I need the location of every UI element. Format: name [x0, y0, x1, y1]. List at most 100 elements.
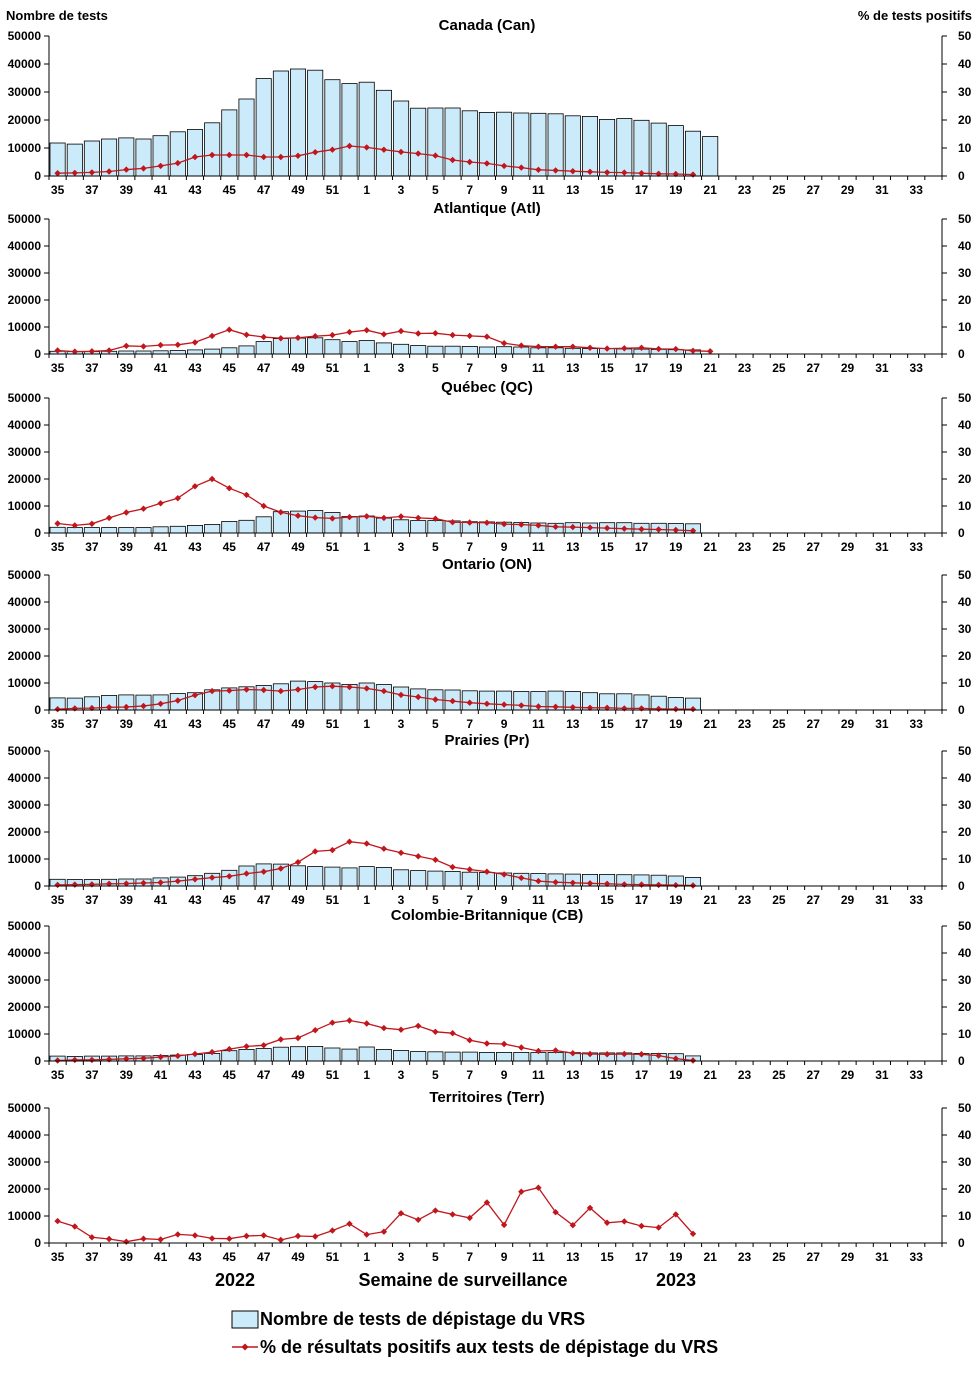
y-tick-label-left: 10000	[8, 852, 42, 866]
positivity-point	[88, 348, 96, 355]
positivity-point	[174, 341, 181, 348]
x-tick-label: 41	[154, 1250, 168, 1264]
x-tick-label: 49	[291, 1068, 305, 1082]
x-tick-label: 9	[501, 717, 508, 731]
x-tick-label: 33	[910, 1068, 924, 1082]
x-tick-label: 51	[326, 183, 340, 197]
test-bar	[393, 1050, 410, 1062]
positivity-point	[174, 1052, 181, 1060]
positivity-point	[174, 697, 181, 704]
test-bar	[650, 122, 667, 177]
positivity-point	[621, 525, 628, 532]
y-tick-label-right: 20	[958, 293, 972, 307]
y-tick-label-right: 20	[958, 1182, 972, 1196]
y-tick-label-right: 40	[958, 771, 972, 785]
positivity-point	[346, 328, 353, 336]
positivity-point	[54, 706, 61, 713]
positivity-point	[260, 686, 267, 694]
x-tick-label: 13	[566, 540, 580, 554]
y-tick-label-left: 10000	[8, 499, 42, 513]
positivity-point	[518, 521, 525, 528]
test-bar	[461, 345, 478, 355]
positivity-point	[329, 1227, 336, 1234]
test-bar	[324, 866, 341, 887]
x-tick-label: 33	[910, 893, 924, 907]
positivity-point	[672, 526, 679, 534]
year-2022-label: 2022	[215, 1270, 255, 1290]
test-bar	[375, 867, 392, 887]
test-bar	[83, 527, 100, 534]
y-tick-label-right: 50	[958, 1101, 972, 1115]
x-tick-label: 47	[257, 1068, 271, 1082]
test-bar	[341, 1048, 358, 1062]
positivity-point	[140, 879, 147, 887]
positivity-point	[689, 1230, 697, 1237]
positivity-point	[552, 879, 559, 886]
positivity-point	[500, 520, 508, 528]
positivity-point	[655, 1052, 662, 1059]
y-tick-label-right: 50	[958, 391, 972, 405]
x-tick-label: 35	[51, 540, 65, 554]
positivity-point	[535, 1184, 542, 1191]
x-tick-label: 17	[635, 540, 649, 554]
test-bar	[685, 130, 702, 177]
positivity-point	[552, 523, 559, 530]
positivity-point	[621, 881, 628, 888]
test-bar	[101, 527, 118, 534]
x-tick-label: 39	[120, 893, 134, 907]
x-tick-label: 23	[738, 893, 752, 907]
positivity-point	[191, 153, 199, 161]
test-bar	[341, 867, 358, 887]
positivity-point	[88, 704, 96, 712]
x-tick-label: 47	[257, 717, 271, 731]
positivity-point	[226, 687, 233, 694]
test-bar	[169, 350, 186, 355]
panel-title: Québec (QC)	[441, 379, 533, 396]
x-tick-label: 29	[841, 361, 855, 375]
y-tick-label-right: 0	[958, 526, 965, 540]
left-axis-title: Nombre de tests	[6, 8, 108, 23]
positivity-point	[569, 523, 576, 531]
y-tick-label-left: 40000	[8, 946, 42, 960]
y-tick-label-right: 20	[958, 825, 972, 839]
test-bar	[169, 525, 186, 534]
positivity-point	[672, 1211, 679, 1218]
y-tick-label-right: 30	[958, 973, 972, 987]
test-bar	[221, 521, 238, 534]
panel-title: Atlantique (Atl)	[433, 200, 540, 217]
test-bar	[186, 349, 203, 355]
test-bar	[255, 78, 272, 177]
positivity-point	[226, 1235, 233, 1242]
x-tick-label: 37	[85, 183, 99, 197]
positivity-point	[655, 526, 662, 533]
positivity-point	[294, 1034, 302, 1042]
positivity-point	[689, 347, 697, 354]
x-tick-label: 9	[501, 361, 508, 375]
y-tick-label-right: 0	[958, 1054, 965, 1068]
x-tick-label: 45	[223, 893, 237, 907]
y-tick-label-left: 20000	[8, 293, 42, 307]
positivity-point	[569, 704, 576, 711]
test-bar	[152, 135, 169, 177]
legend-line-marker	[241, 1343, 249, 1351]
x-tick-label: 7	[466, 540, 473, 554]
x-tick-label: 49	[291, 893, 305, 907]
positivity-point	[260, 153, 267, 161]
positivity-point	[346, 683, 353, 691]
positivity-point	[380, 514, 388, 522]
test-bar	[272, 70, 289, 177]
positivity-point	[105, 704, 113, 711]
test-bar	[238, 1049, 255, 1062]
test-bar	[393, 100, 410, 177]
positivity-point	[449, 156, 456, 164]
x-tick-label: 21	[704, 183, 718, 197]
y-tick-label-left: 40000	[8, 771, 42, 785]
positivity-point	[294, 152, 302, 159]
test-bar	[444, 871, 461, 887]
test-bar	[513, 1052, 530, 1062]
x-tick-label: 31	[875, 893, 889, 907]
panel-title: Territoires (Terr)	[429, 1089, 544, 1106]
test-bar	[221, 347, 238, 355]
test-bar	[289, 68, 306, 177]
positivity-point	[466, 519, 473, 526]
